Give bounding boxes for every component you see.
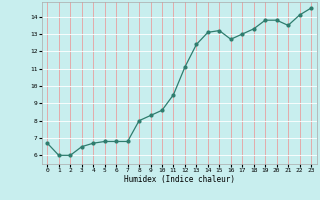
X-axis label: Humidex (Indice chaleur): Humidex (Indice chaleur) [124,175,235,184]
